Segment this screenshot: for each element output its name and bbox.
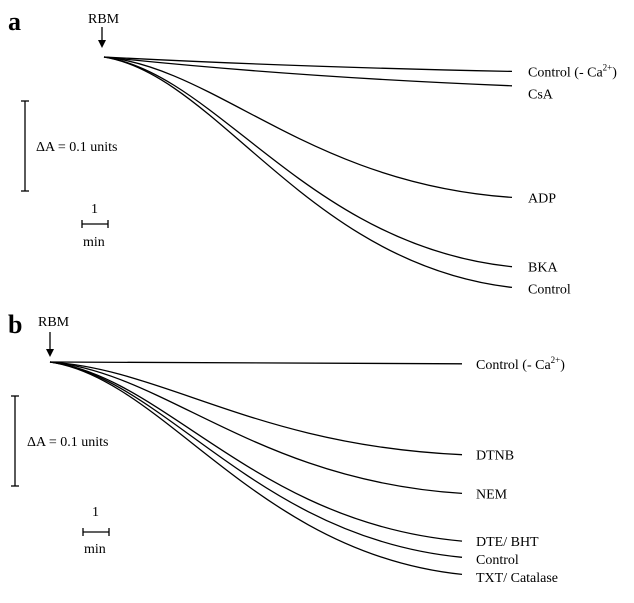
panel-b-label-control-ca2: Control (- Ca2+): [476, 355, 565, 373]
panel-b-trace-dte-bht: [49, 361, 463, 542]
panel-a: a RBM Control (- Ca2+) CsA ADP BKA Control Δ…: [8, 7, 617, 298]
panel-a-trace-csa: [103, 56, 513, 87]
panel-b-label-txt-catalase: TXT/ Catalase: [476, 571, 558, 586]
panel-a-traces: [103, 56, 513, 289]
panel-a-label: a: [8, 7, 21, 36]
panel-b-rbm-label: RBM: [38, 315, 70, 330]
panel-a-rbm-label: RBM: [88, 12, 120, 27]
panel-b-label-control: Control: [476, 553, 519, 568]
panel-a-label-adp: ADP: [528, 191, 556, 206]
panel-b-label-dtnb: DTNB: [476, 449, 514, 464]
panel-b-label: b: [8, 310, 22, 339]
panel-a-trace-control-ca2: [103, 56, 513, 73]
panel-b-trace-control: [49, 361, 463, 558]
panel-b-series-labels: Control (- Ca2+) DTNB NEM DTE/ BHT Control TX…: [476, 355, 565, 586]
panel-b-y-scale-label: ΔA = 0.1 units: [27, 435, 108, 450]
panel-a-trace-adp: [103, 56, 513, 199]
panel-b-x-scale-unit: min: [84, 542, 106, 557]
panel-a-y-scale-label: ΔA = 0.1 units: [36, 140, 117, 155]
panel-b-rbm-arrow-head: [46, 349, 54, 357]
panel-a-label-control: Control: [528, 283, 571, 298]
panel-b-trace-control-ca2: [49, 361, 463, 365]
panel-b-label-dte-bht: DTE/ BHT: [476, 535, 539, 550]
panel-b-x-scale-value: 1: [92, 505, 99, 520]
panel-b-label-nem: NEM: [476, 487, 508, 502]
panel-b-trace-nem: [49, 361, 463, 495]
panel-a-x-scale-unit: min: [83, 235, 105, 250]
panel-a-x-scale-value: 1: [91, 202, 98, 217]
panel-a-series-labels: Control (- Ca2+) CsA ADP BKA Control: [528, 62, 617, 297]
panel-a-label-bka: BKA: [528, 261, 558, 276]
panel-a-label-control-ca2: Control (- Ca2+): [528, 62, 617, 80]
panel-a-rbm-arrow-head: [98, 40, 106, 48]
panel-a-trace-control: [103, 56, 513, 289]
panel-a-trace-bka: [103, 56, 513, 268]
panel-b-trace-dtnb: [49, 361, 463, 456]
panel-a-label-csa: CsA: [528, 87, 554, 102]
panel-b-trace-txt-catalase: [49, 361, 463, 576]
panel-b-traces: [49, 361, 463, 576]
